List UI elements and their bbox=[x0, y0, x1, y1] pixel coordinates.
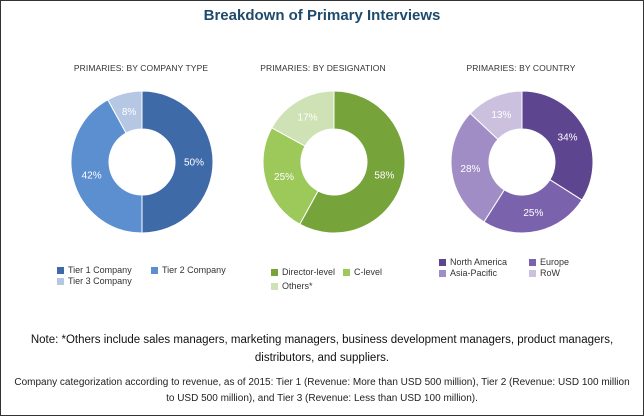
slice-value-label: 42% bbox=[82, 170, 102, 181]
categorization-note: Company categorization according to reve… bbox=[14, 377, 630, 404]
donut-3-subtitle: PRIMARIES: BY COUNTRY bbox=[466, 63, 576, 73]
donut-chart-company-type: 50% 42% 8% bbox=[70, 90, 214, 234]
legend-swatch bbox=[271, 268, 278, 276]
slice-value-label: 8% bbox=[122, 107, 137, 118]
legend-swatch bbox=[343, 268, 350, 276]
slice-value-label: 50% bbox=[184, 158, 204, 169]
legend-label: Others* bbox=[282, 281, 313, 291]
legend-item: North America bbox=[439, 257, 507, 267]
slice-value-label: 25% bbox=[274, 172, 294, 183]
legend-swatch bbox=[439, 269, 446, 277]
legend-label: Director-level bbox=[282, 267, 336, 277]
legend-label: RoW bbox=[540, 268, 560, 278]
legend-swatch bbox=[271, 282, 278, 290]
donut-chart-country: 34% 25% 28% 13% bbox=[450, 90, 594, 234]
donut-slice-others bbox=[271, 90, 335, 147]
legend-item: Tier 3 Company bbox=[57, 276, 132, 286]
donut-slice-row bbox=[469, 90, 523, 141]
legend-label: North America bbox=[450, 257, 508, 267]
slice-value-label: 28% bbox=[460, 164, 480, 175]
legend-item: Europe bbox=[529, 257, 569, 267]
legend-label: Europe bbox=[540, 257, 570, 267]
chart-title: Breakdown of Primary Interviews bbox=[203, 7, 441, 24]
donut-slice-tier-3-company bbox=[107, 90, 143, 134]
donut-slice-europe bbox=[483, 178, 583, 234]
legend-item: Tier 1 Company bbox=[57, 265, 132, 275]
legend-item: Tier 2 Company bbox=[151, 265, 226, 275]
legend-label: Asia-Pacific bbox=[450, 268, 498, 278]
donut-slice-c-level bbox=[262, 127, 319, 225]
legend-swatch bbox=[57, 277, 64, 285]
donut-1-subtitle: PRIMARIES: BY COMPANY TYPE bbox=[73, 63, 209, 73]
donut-chart-designation: 58% 25% 17% bbox=[262, 90, 406, 234]
legend-label: Tier 1 Company bbox=[68, 265, 132, 275]
legend-label: Tier 2 Company bbox=[162, 265, 226, 275]
legend-swatch bbox=[57, 266, 64, 274]
footnote: Note: *Others include sales managers, ma… bbox=[30, 334, 614, 364]
legend-item: RoW bbox=[529, 268, 560, 278]
donut-2-subtitle: PRIMARIES: BY DESIGNATION bbox=[260, 63, 386, 73]
donut-slice-tier-2-company bbox=[70, 99, 143, 234]
legend-item: C-level bbox=[343, 267, 382, 277]
slice-value-label: 17% bbox=[298, 113, 318, 124]
legend-swatch bbox=[439, 258, 446, 266]
legend-item: Director-level bbox=[271, 267, 335, 277]
slice-value-label: 34% bbox=[558, 132, 578, 143]
slice-value-label: 58% bbox=[374, 170, 394, 181]
slice-value-label: 13% bbox=[491, 110, 511, 121]
legend-swatch bbox=[151, 266, 158, 274]
legend-label: C-level bbox=[354, 267, 383, 277]
donut-slice-tier-1-company bbox=[141, 90, 214, 234]
legend-label: Tier 3 Company bbox=[68, 276, 132, 286]
donut-slice-asia-pacific bbox=[450, 112, 506, 223]
donut-slice-director-level bbox=[299, 90, 406, 234]
slice-value-label: 25% bbox=[523, 208, 543, 219]
donut-slice-north-america bbox=[521, 90, 594, 201]
legend-swatch bbox=[529, 258, 536, 266]
legend-swatch bbox=[529, 269, 536, 277]
legend-item: Asia-Pacific bbox=[439, 268, 497, 278]
legend-item: Others* bbox=[271, 281, 313, 291]
